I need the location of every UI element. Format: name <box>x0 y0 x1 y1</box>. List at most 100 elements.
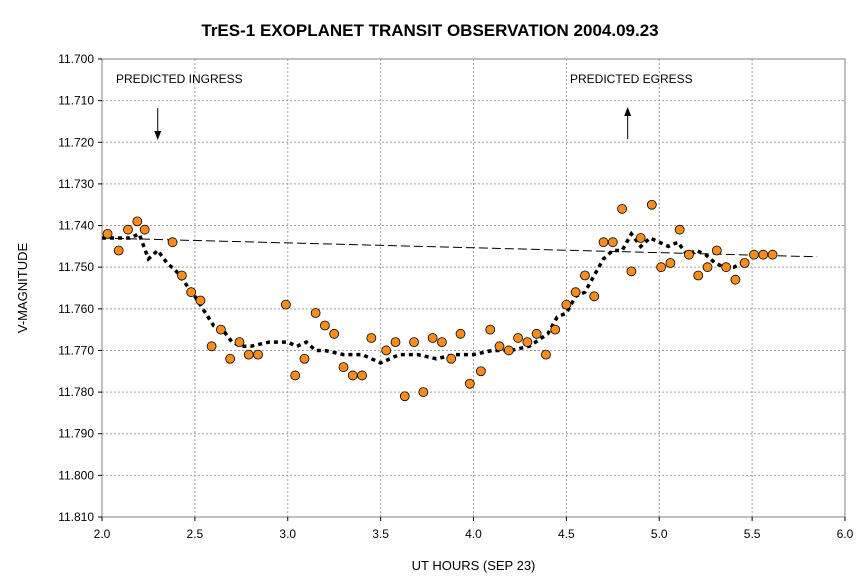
data-point <box>522 337 533 348</box>
x-tick-label: 2.0 <box>94 527 111 541</box>
data-point <box>253 349 263 360</box>
y-tick-label: 11.750 <box>58 260 94 274</box>
annotation-egress-label: PREDICTED EGRESS <box>570 72 693 86</box>
data-point <box>635 233 646 243</box>
data-point <box>464 378 475 389</box>
data-point <box>503 345 514 356</box>
data-point <box>310 308 321 318</box>
y-tick-label: 11.710 <box>58 94 94 108</box>
data-point <box>176 270 187 281</box>
data-point <box>494 341 505 352</box>
data-points <box>102 199 778 402</box>
annotation-ingress-label: PREDICTED INGRESS <box>116 72 243 86</box>
x-tick-label: 4.5 <box>558 527 575 541</box>
y-axis-label: V-MAGNITUDE <box>15 243 30 334</box>
data-point <box>243 349 254 360</box>
data-point <box>570 287 581 298</box>
data-point <box>684 249 694 260</box>
data-point <box>485 324 496 335</box>
data-point <box>113 245 124 256</box>
data-point <box>427 333 438 343</box>
y-tick-label: 11.740 <box>58 219 94 233</box>
data-point <box>206 341 217 352</box>
data-point <box>409 337 419 348</box>
x-tick-label: 5.5 <box>744 527 761 541</box>
trend-line <box>101 237 818 258</box>
gridlines <box>102 59 845 517</box>
data-point <box>749 249 759 260</box>
data-point <box>357 370 367 381</box>
data-point <box>329 328 340 339</box>
data-point <box>758 249 769 260</box>
data-point <box>607 237 618 248</box>
data-point <box>531 328 542 339</box>
data-point <box>665 258 676 268</box>
data-point <box>366 333 377 343</box>
data-point <box>186 287 197 298</box>
smoothed-curve-line <box>102 230 744 365</box>
y-tick-label: 11.700 <box>58 52 94 66</box>
up-arrow-icon <box>624 107 632 116</box>
x-tick-label: 5.0 <box>651 527 668 541</box>
x-tick-label: 4.0 <box>465 527 482 541</box>
data-point <box>390 337 401 348</box>
data-point <box>702 262 713 273</box>
data-point <box>399 391 410 402</box>
y-tick-label: 11.730 <box>58 177 94 191</box>
data-point <box>721 262 732 273</box>
data-point <box>299 353 310 364</box>
data-point <box>195 295 206 306</box>
y-tick-label: 11.790 <box>58 427 94 441</box>
data-point <box>513 333 523 343</box>
y-tick-label: 11.720 <box>58 135 94 149</box>
y-tick-label: 11.810 <box>58 510 94 524</box>
data-point <box>656 262 667 273</box>
data-point <box>215 324 226 335</box>
data-point <box>561 299 572 310</box>
smoothed-curve <box>102 230 744 365</box>
data-point <box>541 349 551 360</box>
data-point <box>280 299 291 310</box>
data-point <box>693 270 704 281</box>
data-point <box>580 270 590 281</box>
data-point <box>767 249 778 260</box>
data-point <box>598 237 609 248</box>
data-point <box>646 199 657 210</box>
data-point <box>626 266 637 277</box>
y-tick-label: 11.780 <box>58 385 94 399</box>
data-point <box>476 366 486 377</box>
x-tick-label: 3.0 <box>279 527 296 541</box>
x-tick-label: 6.0 <box>837 527 854 541</box>
data-point <box>123 224 133 235</box>
data-point <box>132 216 143 227</box>
data-point <box>319 320 330 331</box>
x-axis-label: UT HOURS (SEP 23) <box>412 558 536 573</box>
data-point <box>617 203 627 214</box>
y-axis-ticks: 11.700 11.710 11.720 11.730 11.740 11.750 11.7… <box>58 52 102 524</box>
data-point <box>730 274 741 285</box>
x-tick-label: 3.5 <box>372 527 389 541</box>
data-point <box>347 370 358 381</box>
data-point <box>290 370 301 381</box>
data-point <box>102 228 113 239</box>
x-tick-label: 2.5 <box>187 527 204 541</box>
data-point <box>589 291 600 302</box>
x-axis-ticks: 2.0 2.5 3.0 3.5 4.0 4.5 5.0 5.5 6.0 <box>94 517 854 541</box>
data-point <box>225 353 236 364</box>
y-tick-label: 11.760 <box>58 302 94 316</box>
data-point <box>739 258 750 268</box>
data-point <box>234 337 245 348</box>
data-point <box>139 224 150 235</box>
data-point <box>446 353 457 364</box>
annotations: PREDICTED INGRESS PREDICTED EGRESS <box>116 72 693 140</box>
data-point <box>381 345 392 356</box>
data-point <box>167 237 178 248</box>
data-point <box>338 362 349 373</box>
data-point <box>455 328 466 339</box>
data-point <box>437 337 447 348</box>
data-point <box>550 324 561 335</box>
data-point <box>674 224 685 235</box>
y-tick-label: 11.800 <box>58 468 94 482</box>
trend-line-segment <box>101 237 818 258</box>
